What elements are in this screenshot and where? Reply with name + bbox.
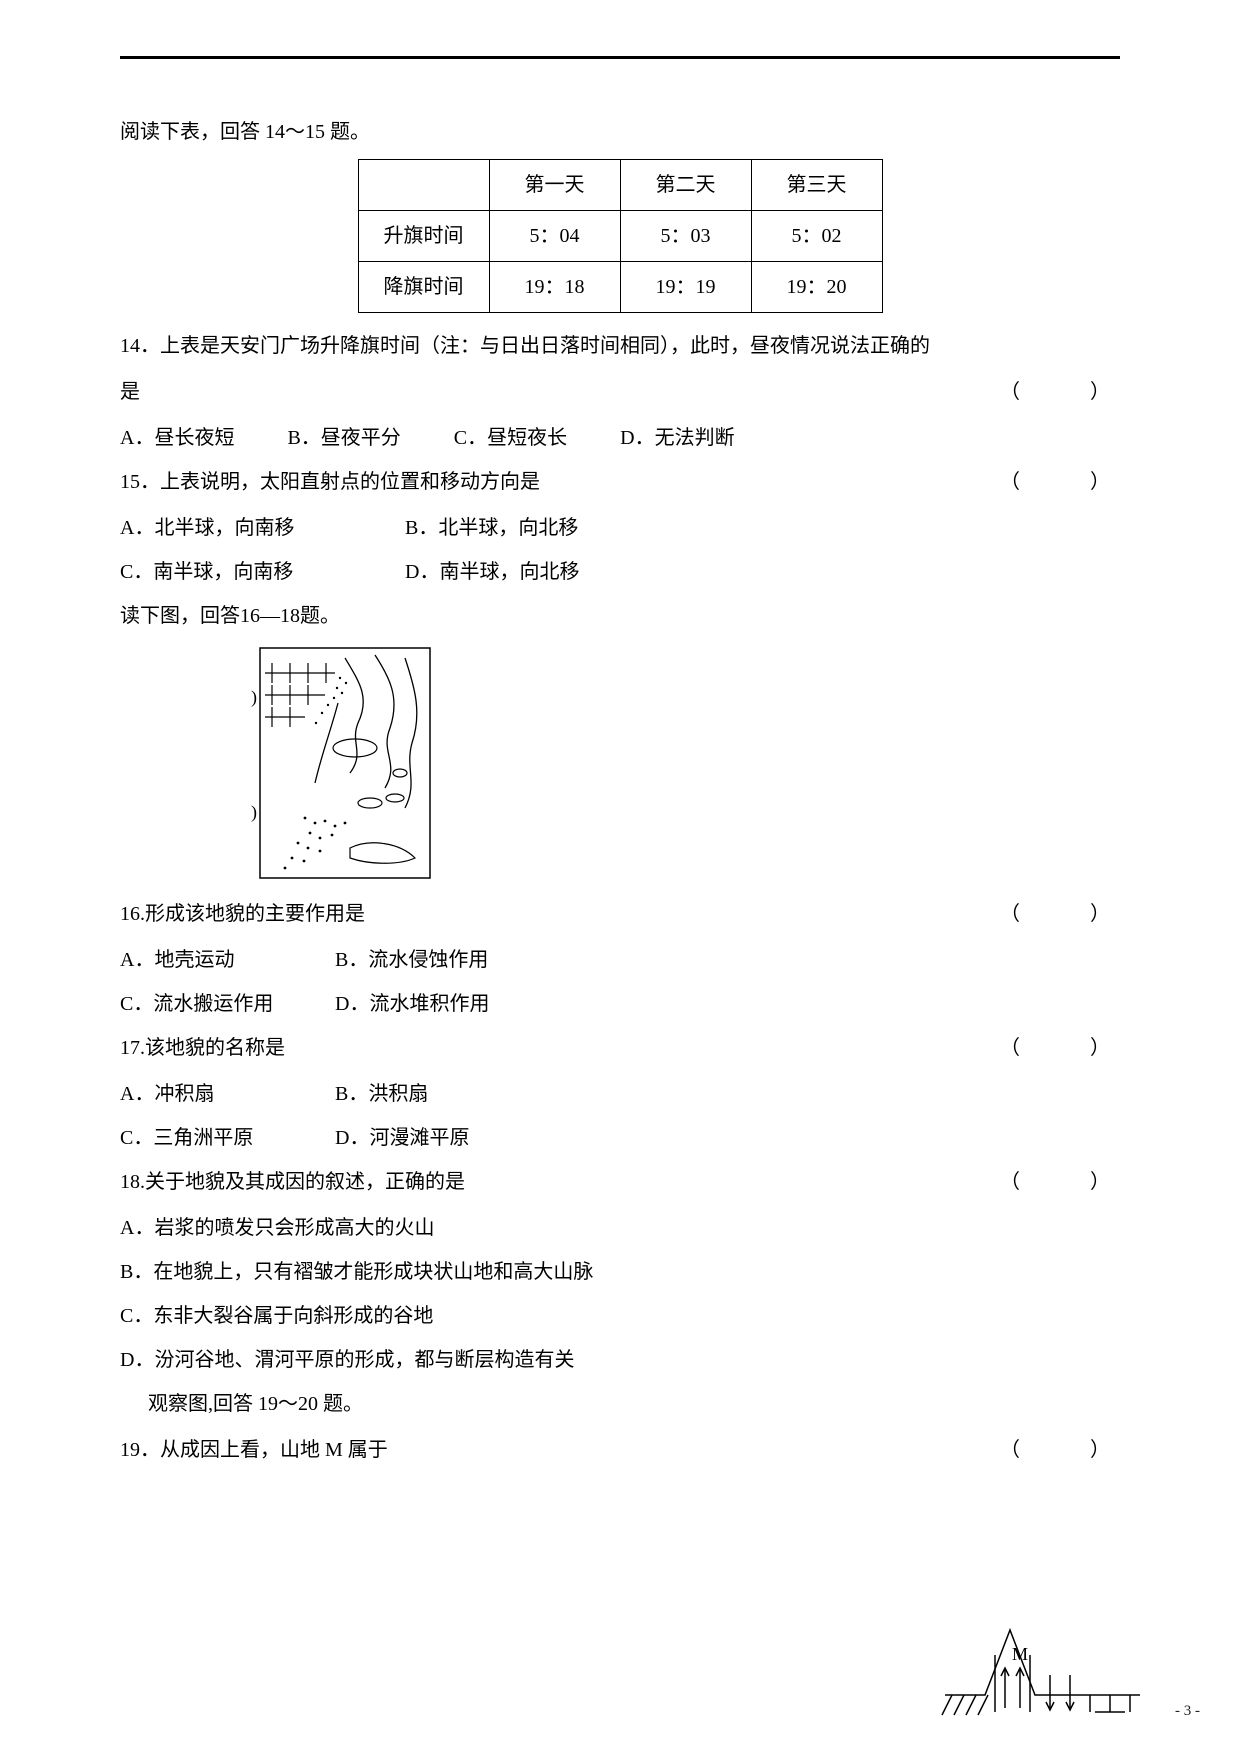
q14-opt-a: A．昼长夜短 bbox=[120, 419, 234, 457]
table-row: 第一天 第二天 第三天 bbox=[358, 160, 882, 211]
q15-opt-c: C．南半球，向南移 bbox=[120, 553, 400, 591]
cell: 19：19 bbox=[620, 262, 751, 313]
q15-opt-d: D．南半球，向北移 bbox=[405, 553, 579, 591]
q14-stem-b: 是 bbox=[120, 381, 140, 403]
q15-opt-b: B．北半球，向北移 bbox=[405, 509, 578, 547]
table-header-day2: 第二天 bbox=[620, 160, 751, 211]
label-m: M bbox=[1012, 1644, 1028, 1664]
answer-paren: （ ） bbox=[1000, 463, 1120, 501]
q16-opt-b: B．流水侵蚀作用 bbox=[335, 941, 488, 979]
table-row: 升旗时间 5：04 5：03 5：02 bbox=[358, 211, 882, 262]
page-number: - 3 - bbox=[1175, 1697, 1200, 1726]
cell: 19：18 bbox=[489, 262, 620, 313]
intro-19-20: 观察图,回答 19～20 题。 bbox=[120, 1385, 1120, 1423]
figure-delta: ) ) bbox=[250, 643, 1120, 883]
q14-options: A．昼长夜短 B．昼夜平分 C．昼短夜长 D．无法判断 bbox=[120, 419, 1120, 457]
q18-opt-c: C．东非大裂谷属于向斜形成的谷地 bbox=[120, 1297, 1120, 1335]
q17-stem-line: 17.该地貌的名称是 （ ） bbox=[120, 1029, 1120, 1067]
q16-opt-c: C．流水搬运作用 bbox=[120, 985, 330, 1023]
header-rule bbox=[120, 56, 1120, 59]
svg-text:): ) bbox=[251, 802, 257, 823]
row-label-raise: 升旗时间 bbox=[358, 211, 489, 262]
q17-stem: 17.该地貌的名称是 bbox=[120, 1037, 285, 1059]
table-header-day3: 第三天 bbox=[751, 160, 882, 211]
q17-opt-d: D．河漫滩平原 bbox=[335, 1119, 469, 1157]
q17-opt-b: B．洪积扇 bbox=[335, 1075, 428, 1113]
q17-options-row2: C．三角洲平原 D．河漫滩平原 bbox=[120, 1119, 1120, 1157]
flag-time-table: 第一天 第二天 第三天 升旗时间 5：04 5：03 5：02 降旗时间 19：… bbox=[358, 159, 883, 313]
q18-stem: 18.关于地貌及其成因的叙述，正确的是 bbox=[120, 1171, 465, 1193]
q19-stem-line: 19．从成因上看，山地 M 属于 （ ） bbox=[120, 1431, 1120, 1469]
answer-paren: （ ） bbox=[1000, 373, 1120, 411]
q14-stem-b-line: 是 （ ） bbox=[120, 373, 1120, 411]
q17-opt-a: A．冲积扇 bbox=[120, 1075, 330, 1113]
q16-opt-a: A．地壳运动 bbox=[120, 941, 330, 979]
table-header-blank bbox=[358, 160, 489, 211]
cell: 5：03 bbox=[620, 211, 751, 262]
q16-opt-d: D．流水堆积作用 bbox=[335, 985, 489, 1023]
answer-paren: （ ） bbox=[1000, 1431, 1120, 1469]
intro-14-15: 阅读下表，回答 14～15 题。 bbox=[120, 113, 1120, 151]
q15-stem-line: 15．上表说明，太阳直射点的位置和移动方向是 （ ） bbox=[120, 463, 1120, 501]
table-row: 降旗时间 19：18 19：19 19：20 bbox=[358, 262, 882, 313]
cell: 19：20 bbox=[751, 262, 882, 313]
svg-text:): ) bbox=[251, 687, 257, 708]
q16-stem-line: 16.形成该地貌的主要作用是 （ ） bbox=[120, 895, 1120, 933]
figure-mountain-m: M bbox=[940, 1600, 1140, 1733]
answer-paren: （ ） bbox=[1000, 1163, 1120, 1201]
q15-opt-a: A．北半球，向南移 bbox=[120, 509, 400, 547]
q14-opt-c: C．昼短夜长 bbox=[454, 419, 567, 457]
q18-opt-a: A．岩浆的喷发只会形成高大的火山 bbox=[120, 1209, 1120, 1247]
q18-stem-line: 18.关于地貌及其成因的叙述，正确的是 （ ） bbox=[120, 1163, 1120, 1201]
q14-stem-a: 14．上表是天安门广场升降旗时间（注：与日出日落时间相同），此时，昼夜情况说法正… bbox=[120, 327, 1120, 365]
intro-16-18: 读下图，回答16—18题。 bbox=[120, 597, 1120, 635]
q18-opt-d: D．汾河谷地、渭河平原的形成，都与断层构造有关 bbox=[120, 1341, 1120, 1379]
q16-options-row1: A．地壳运动 B．流水侵蚀作用 bbox=[120, 941, 1120, 979]
q17-options-row1: A．冲积扇 B．洪积扇 bbox=[120, 1075, 1120, 1113]
q16-options-row2: C．流水搬运作用 D．流水堆积作用 bbox=[120, 985, 1120, 1023]
q19-stem: 19．从成因上看，山地 M 属于 bbox=[120, 1439, 388, 1461]
q17-opt-c: C．三角洲平原 bbox=[120, 1119, 330, 1157]
q14-opt-b: B．昼夜平分 bbox=[287, 419, 400, 457]
cell: 5：04 bbox=[489, 211, 620, 262]
q18-opt-b: B．在地貌上，只有褶皱才能形成块状山地和高大山脉 bbox=[120, 1253, 1120, 1291]
answer-paren: （ ） bbox=[1000, 895, 1120, 933]
q16-stem: 16.形成该地貌的主要作用是 bbox=[120, 903, 365, 925]
q15-options-row1: A．北半球，向南移 B．北半球，向北移 bbox=[120, 509, 1120, 547]
answer-paren: （ ） bbox=[1000, 1029, 1120, 1067]
cell: 5：02 bbox=[751, 211, 882, 262]
q15-stem: 15．上表说明，太阳直射点的位置和移动方向是 bbox=[120, 471, 540, 493]
table-header-day1: 第一天 bbox=[489, 160, 620, 211]
row-label-lower: 降旗时间 bbox=[358, 262, 489, 313]
q15-options-row2: C．南半球，向南移 D．南半球，向北移 bbox=[120, 553, 1120, 591]
q14-opt-d: D．无法判断 bbox=[620, 419, 734, 457]
